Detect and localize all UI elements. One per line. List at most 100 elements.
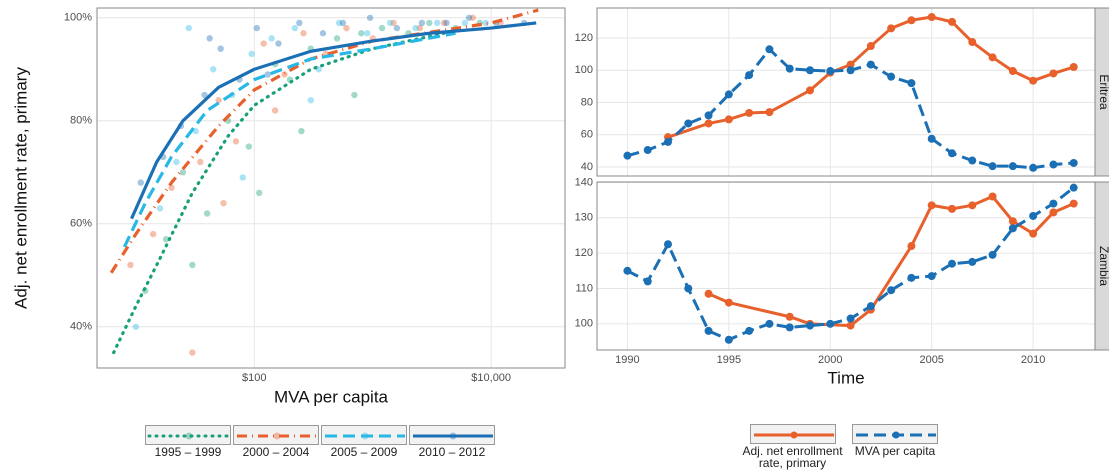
series-point (724, 115, 733, 124)
scatter-point (232, 138, 240, 145)
series-point (724, 335, 733, 344)
series-point (805, 66, 814, 75)
scatter-point (461, 19, 469, 27)
legend-item: 2000 – 2004 (233, 425, 319, 458)
x-axis-title: Time (827, 368, 864, 387)
series-point (745, 326, 754, 335)
series-point (785, 312, 794, 321)
facet-label: Eritrea (1097, 74, 1109, 110)
y-tick-label: 140 (575, 176, 593, 188)
series-point (785, 323, 794, 332)
series-point (704, 326, 713, 335)
scatter-point (291, 24, 299, 32)
series-point (765, 319, 774, 328)
y-tick-label: 130 (575, 212, 593, 224)
series-point (1029, 229, 1038, 238)
scatter-point (127, 261, 134, 269)
scatter-point (201, 91, 208, 99)
scatter-point (197, 158, 204, 166)
scatter-point (168, 184, 175, 191)
scatter-point (189, 261, 196, 269)
series-point (805, 321, 814, 330)
scatter-point (217, 45, 224, 52)
series-point (643, 146, 652, 155)
series-point (968, 38, 977, 47)
series-point (785, 64, 794, 73)
scatter-point (339, 19, 347, 27)
series-point (927, 201, 936, 210)
x-tick-label: 2000 (818, 354, 842, 366)
series-point (887, 286, 896, 295)
legend-item: MVA per capita (852, 424, 938, 469)
legend-item: 1995 – 1999 (145, 425, 231, 458)
legend-key (233, 425, 319, 445)
x-axis-title: MVA per capita (274, 387, 389, 406)
scatter-point (206, 35, 213, 42)
legend-key (321, 425, 407, 445)
scatter-point (390, 19, 397, 27)
scatter-point (333, 35, 341, 42)
scatter-point (149, 230, 157, 238)
plot-panel (597, 182, 1095, 350)
legend-key (409, 425, 495, 445)
series-point (1008, 224, 1017, 233)
series-point (846, 66, 855, 75)
series-point (765, 108, 774, 117)
scatter-point (469, 14, 477, 21)
series-point (704, 119, 713, 128)
series-point (947, 204, 956, 213)
scatter-point (173, 158, 180, 166)
legend-item: Adj. net enrollment rate, primary (735, 424, 850, 469)
scatter-point (253, 24, 260, 32)
scatter-point (426, 19, 433, 27)
series-point (704, 289, 713, 298)
series-point (643, 277, 652, 286)
series-point (1049, 69, 1058, 78)
legend-item: 2010 – 2012 (409, 425, 495, 458)
scatter-point (268, 35, 275, 42)
series-point (1008, 217, 1017, 226)
fit-line (122, 31, 456, 248)
legend-key (749, 424, 836, 444)
series-point (1069, 199, 1078, 208)
scatter-point (248, 50, 255, 58)
series-point (907, 16, 916, 25)
scatter-point (137, 179, 144, 186)
fit-line (109, 8, 539, 274)
scatter-point (335, 19, 343, 27)
legend-point (449, 432, 457, 440)
series-point (745, 71, 754, 80)
legend: 1995 – 1999 2000 – 2004 2005 – 2009 2010 – … (145, 425, 495, 458)
series-point (927, 272, 936, 281)
y-tick-label: 100% (64, 12, 92, 24)
series-point (1049, 160, 1058, 169)
scatter-point (378, 24, 386, 32)
scatter-point (343, 24, 350, 32)
scatter-point (307, 96, 314, 104)
scatter-point (215, 96, 222, 104)
series-point (846, 321, 855, 330)
scatter-point (351, 91, 358, 99)
scatter-point (465, 14, 473, 21)
series-point (968, 257, 977, 266)
fit-line (130, 21, 537, 220)
series-point (988, 192, 997, 201)
series-point (927, 13, 936, 22)
legend-label: Adj. net enrollment rate, primary (742, 444, 843, 470)
legend-point (892, 431, 900, 439)
fit-line (112, 31, 446, 355)
x-tick-label: 2005 (919, 354, 943, 366)
legend-point (185, 432, 193, 440)
series-point (623, 151, 632, 160)
y-tick-label: 60% (70, 218, 92, 230)
scatter-point (358, 30, 365, 37)
x-tick-label: 2010 (1021, 354, 1045, 366)
scatter-point (412, 24, 419, 32)
scatter-point (298, 127, 305, 135)
series-point (866, 302, 875, 311)
series-point (988, 53, 997, 62)
series-point (765, 45, 774, 54)
scatter-point (162, 236, 170, 243)
